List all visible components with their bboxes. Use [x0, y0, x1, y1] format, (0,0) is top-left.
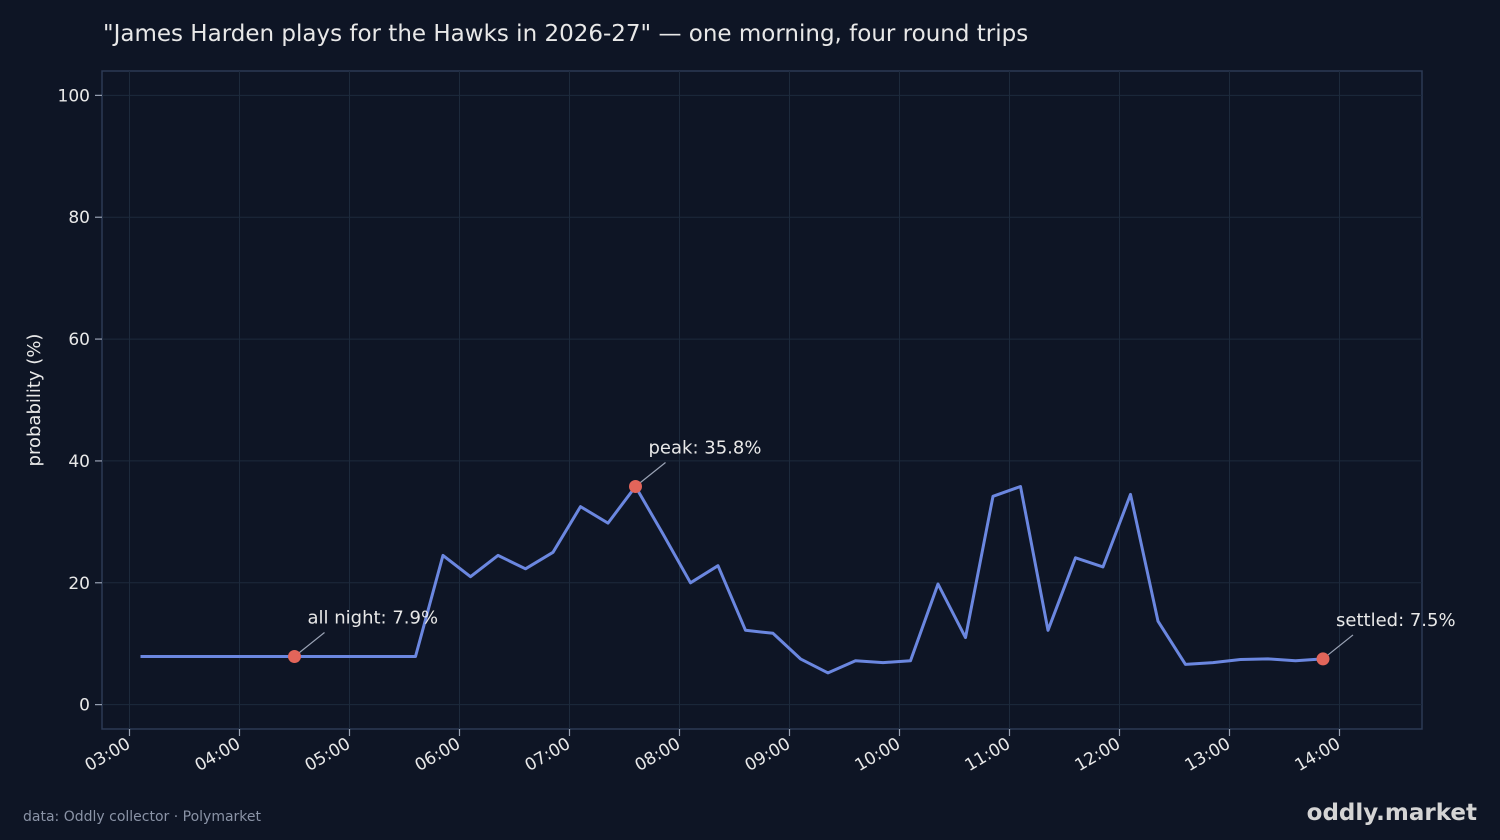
annotation-marker [1316, 652, 1330, 666]
brand-logo-text: oddly.market [1306, 800, 1477, 826]
annotation-label: settled: 7.5% [1336, 610, 1456, 631]
annotations-layer: all night: 7.9% peak: 35.8% settled: 7.5% [288, 438, 1456, 666]
x-tick-label: 11:00 [962, 734, 1014, 776]
y-tick-label: 0 [79, 696, 90, 716]
x-tick-label: 07:00 [522, 734, 574, 776]
x-axis: 03:00 04:00 05:00 06:00 07:00 08:00 09:00 10:00… [82, 729, 1344, 776]
y-axis: 0 20 40 60 80 100 [58, 86, 102, 716]
x-tick-label: 10:00 [852, 734, 904, 776]
x-tick-label: 06:00 [412, 734, 464, 776]
x-tick-label: 13:00 [1182, 734, 1234, 776]
y-tick-label: 60 [68, 330, 90, 350]
plot-area [101, 70, 1423, 730]
annotation-marker [629, 480, 642, 494]
y-tick-label: 40 [68, 452, 90, 472]
grid-lines [102, 71, 1422, 729]
annotation-label: peak: 35.8% [649, 438, 762, 459]
x-tick-label: 14:00 [1292, 734, 1344, 776]
annotation-marker [288, 649, 301, 663]
y-tick-label: 100 [58, 86, 90, 106]
x-tick-label: 09:00 [742, 734, 794, 776]
y-tick-label: 20 [68, 574, 90, 594]
annotation-label: all night: 7.9% [308, 607, 439, 628]
data-source-note: data: Oddly collector · Polymarket [23, 809, 261, 825]
x-tick-label: 03:00 [82, 734, 134, 776]
x-tick-label: 04:00 [192, 734, 244, 776]
x-tick-label: 12:00 [1072, 734, 1124, 776]
series-layer [140, 485, 1324, 675]
y-tick-label: 80 [68, 208, 90, 228]
x-tick-label: 08:00 [632, 734, 684, 776]
chart-title: "James Harden plays for the Hawks in 202… [103, 21, 1028, 47]
x-tick-label: 05:00 [302, 734, 354, 776]
y-axis-label: probability (%) [24, 334, 45, 467]
series-line [140, 485, 1324, 675]
